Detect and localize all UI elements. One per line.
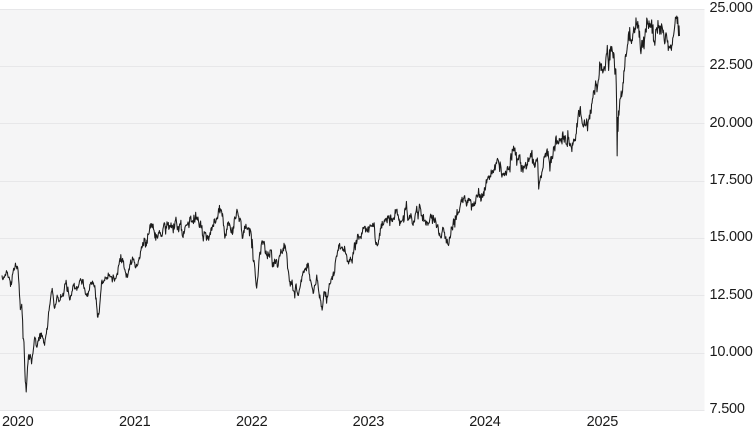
price-line bbox=[1, 15, 680, 393]
x-tick-label: 2025 bbox=[586, 413, 619, 430]
y-tick-label: 20.000 bbox=[709, 114, 753, 131]
x-tick-label: 2023 bbox=[352, 413, 385, 430]
y-tick-label: 7.500 bbox=[709, 401, 745, 418]
y-tick-label: 12.500 bbox=[709, 286, 753, 303]
y-tick-label: 25.000 bbox=[709, 0, 753, 17]
y-tick-label: 22.500 bbox=[709, 57, 753, 74]
x-tick-label: 2021 bbox=[119, 413, 151, 430]
x-tick-label: 2024 bbox=[469, 413, 501, 430]
y-tick-label: 10.000 bbox=[709, 343, 753, 360]
x-tick-label: 2020 bbox=[1, 413, 34, 430]
x-tick-label: 2022 bbox=[236, 413, 268, 430]
y-tick-label: 17.500 bbox=[709, 172, 753, 188]
plot-area-background bbox=[0, 9, 705, 411]
y-tick-label: 15.000 bbox=[709, 229, 753, 246]
